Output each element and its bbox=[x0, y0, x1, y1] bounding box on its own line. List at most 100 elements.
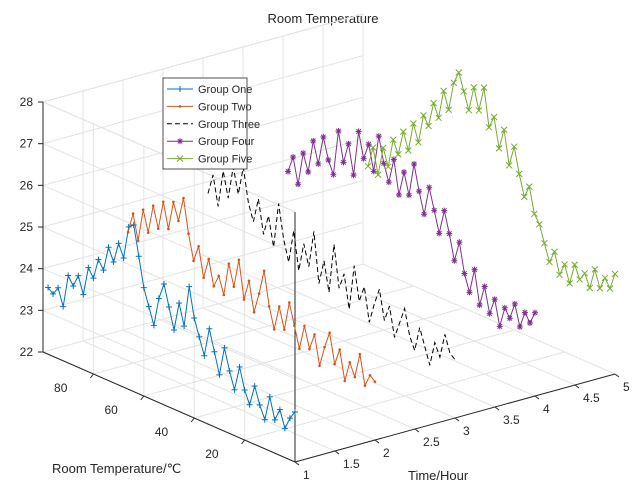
data-point bbox=[394, 151, 402, 158]
data-point bbox=[416, 188, 422, 194]
data-point bbox=[363, 384, 367, 387]
data-point bbox=[272, 328, 276, 331]
data-point bbox=[406, 192, 412, 198]
legend-label: Group Three bbox=[198, 119, 260, 131]
data-point bbox=[345, 141, 352, 147]
grid-line bbox=[322, 274, 576, 386]
data-point bbox=[446, 230, 452, 237]
data-point bbox=[445, 106, 453, 114]
data-point bbox=[492, 296, 498, 302]
data-point bbox=[298, 347, 301, 350]
data-point bbox=[532, 310, 538, 316]
data-point bbox=[401, 169, 407, 175]
data-point bbox=[551, 248, 558, 256]
data-point bbox=[366, 141, 372, 147]
y-tick-mark bbox=[190, 417, 195, 423]
data-point bbox=[546, 258, 553, 266]
data-point bbox=[522, 309, 528, 316]
data-point bbox=[586, 284, 594, 292]
data-point bbox=[435, 114, 442, 122]
data-point bbox=[237, 258, 241, 262]
data-point bbox=[361, 156, 367, 162]
grid-line bbox=[362, 263, 616, 375]
y-axis-line bbox=[42, 351, 296, 463]
data-point bbox=[391, 156, 397, 163]
data-point bbox=[328, 331, 331, 335]
data-point bbox=[222, 293, 226, 297]
series-line bbox=[47, 224, 296, 430]
grid-line bbox=[282, 285, 536, 397]
data-point bbox=[355, 128, 362, 135]
data-point bbox=[440, 87, 447, 95]
data-point bbox=[333, 362, 336, 366]
z-tick-label: 26 bbox=[20, 178, 34, 192]
x-tick-label: 3.5 bbox=[503, 413, 520, 427]
data-point bbox=[162, 200, 165, 204]
y-tick-label: 60 bbox=[104, 403, 118, 417]
y-axis-title: Room Temperature/℃ bbox=[52, 461, 181, 476]
data-point bbox=[465, 106, 473, 114]
data-point bbox=[386, 179, 392, 185]
data-point bbox=[182, 196, 185, 200]
data-point bbox=[156, 227, 160, 231]
data-point bbox=[466, 289, 473, 296]
data-point bbox=[364, 162, 372, 170]
series-5 bbox=[364, 69, 619, 292]
data-point bbox=[313, 333, 316, 336]
grid-line bbox=[242, 296, 496, 408]
data-point bbox=[470, 84, 478, 91]
data-point bbox=[187, 232, 190, 235]
series-1 bbox=[45, 221, 298, 432]
data-point bbox=[410, 120, 417, 127]
data-point bbox=[146, 231, 150, 234]
grid-line bbox=[162, 318, 416, 430]
legend-item: Group One bbox=[167, 84, 252, 96]
data-point bbox=[430, 99, 437, 107]
data-point bbox=[515, 170, 523, 178]
legend-item: Group Three bbox=[167, 119, 260, 131]
data-point bbox=[308, 347, 311, 351]
data-point bbox=[507, 315, 513, 321]
data-point bbox=[431, 207, 437, 213]
z-tick-label: 22 bbox=[20, 345, 34, 359]
data-point bbox=[451, 258, 457, 264]
data-point bbox=[441, 207, 447, 214]
x-tick-mark bbox=[334, 450, 340, 455]
data-point bbox=[399, 128, 407, 135]
data-point bbox=[426, 184, 432, 190]
data-point bbox=[232, 285, 236, 289]
data-point bbox=[257, 292, 261, 295]
data-point bbox=[421, 211, 427, 217]
data-point bbox=[348, 361, 352, 364]
data-point bbox=[242, 298, 246, 301]
series-3 bbox=[207, 166, 456, 366]
data-point bbox=[282, 328, 286, 331]
data-point bbox=[611, 270, 619, 278]
data-point bbox=[379, 144, 387, 152]
data-point bbox=[315, 161, 321, 167]
data-point bbox=[293, 324, 296, 327]
data-point bbox=[525, 183, 533, 190]
y-tick-mark bbox=[90, 373, 94, 379]
data-point bbox=[396, 192, 402, 198]
data-point bbox=[303, 324, 306, 328]
data-point bbox=[481, 283, 488, 290]
grid-line bbox=[42, 184, 296, 296]
data-point bbox=[300, 150, 306, 156]
data-point bbox=[389, 136, 397, 144]
data-point bbox=[212, 284, 216, 288]
x-tick-mark bbox=[374, 439, 380, 444]
data-point bbox=[374, 171, 382, 179]
data-point bbox=[338, 348, 342, 351]
z-tick-label: 25 bbox=[20, 220, 34, 234]
z-tick-label: 27 bbox=[20, 137, 34, 151]
data-point bbox=[373, 380, 377, 383]
data-point bbox=[350, 172, 357, 178]
data-point bbox=[485, 123, 493, 131]
x-tick-mark bbox=[494, 406, 500, 411]
data-point bbox=[517, 324, 523, 330]
series-4 bbox=[285, 128, 538, 330]
x-axis-title: Time/Hour bbox=[408, 468, 469, 483]
x-tick-label: 2.5 bbox=[423, 435, 440, 449]
grid-line bbox=[202, 307, 456, 419]
